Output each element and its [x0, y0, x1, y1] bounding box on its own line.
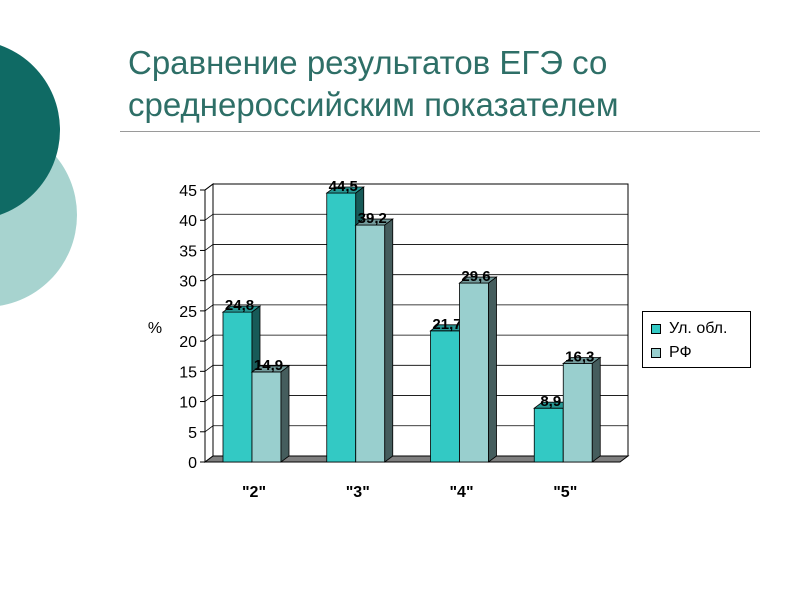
y-tick-label: 45	[179, 183, 197, 200]
x-tick-label: "4"	[449, 484, 473, 501]
bar	[355, 224, 386, 463]
x-tick-label: "5"	[553, 484, 577, 501]
y-tick-label: 0	[188, 455, 197, 472]
gridline	[204, 244, 628, 251]
y-tick-label: 15	[179, 364, 197, 381]
y-tick-label: 5	[188, 425, 197, 442]
x-tick-label: "2"	[242, 484, 266, 501]
decorative-circles	[0, 45, 77, 306]
legend-swatch-series-1	[651, 324, 661, 334]
gridline	[204, 274, 628, 281]
chart-side-wall	[204, 183, 214, 463]
bar-side	[488, 276, 497, 463]
data-label: 21,7	[432, 316, 461, 333]
gridline	[204, 183, 628, 191]
y-tick-label: 20	[179, 334, 197, 351]
y-tick-label: 10	[179, 395, 197, 412]
bar	[251, 371, 282, 463]
gridline	[204, 213, 628, 221]
y-tick-label: 25	[179, 304, 197, 321]
data-label: 24,8	[225, 297, 254, 314]
y-tick-label: 35	[179, 243, 197, 260]
page-title: Сравнение результатов ЕГЭ со среднеросси…	[128, 44, 619, 123]
y-tick-label: 40	[179, 213, 197, 230]
legend-swatch-series-2	[651, 348, 661, 358]
bar	[222, 311, 253, 463]
data-label: 8,9	[540, 393, 561, 410]
title-divider	[120, 131, 760, 132]
decorative-circle-dark	[0, 45, 60, 215]
bar-side	[280, 365, 290, 463]
bar	[533, 407, 564, 463]
data-label: 29,6	[461, 268, 490, 285]
y-tick-label: 30	[179, 274, 197, 291]
bar	[562, 363, 593, 463]
bar	[326, 192, 357, 463]
data-label: 39,2	[358, 210, 387, 227]
chart-legend: Ул. обл. РФ	[642, 311, 751, 368]
data-label: 44,5	[329, 178, 358, 195]
bar-side	[591, 356, 601, 463]
x-tick-label: "3"	[346, 484, 370, 501]
data-label: 14,9	[254, 357, 283, 374]
bar-side	[384, 218, 394, 463]
legend-label-series-1: Ул. обл.	[669, 320, 728, 337]
y-axis-label: %	[148, 320, 162, 337]
bar	[459, 282, 489, 463]
data-label: 16,3	[565, 348, 594, 365]
bar	[430, 330, 460, 463]
legend-label-series-2: РФ	[669, 344, 692, 361]
